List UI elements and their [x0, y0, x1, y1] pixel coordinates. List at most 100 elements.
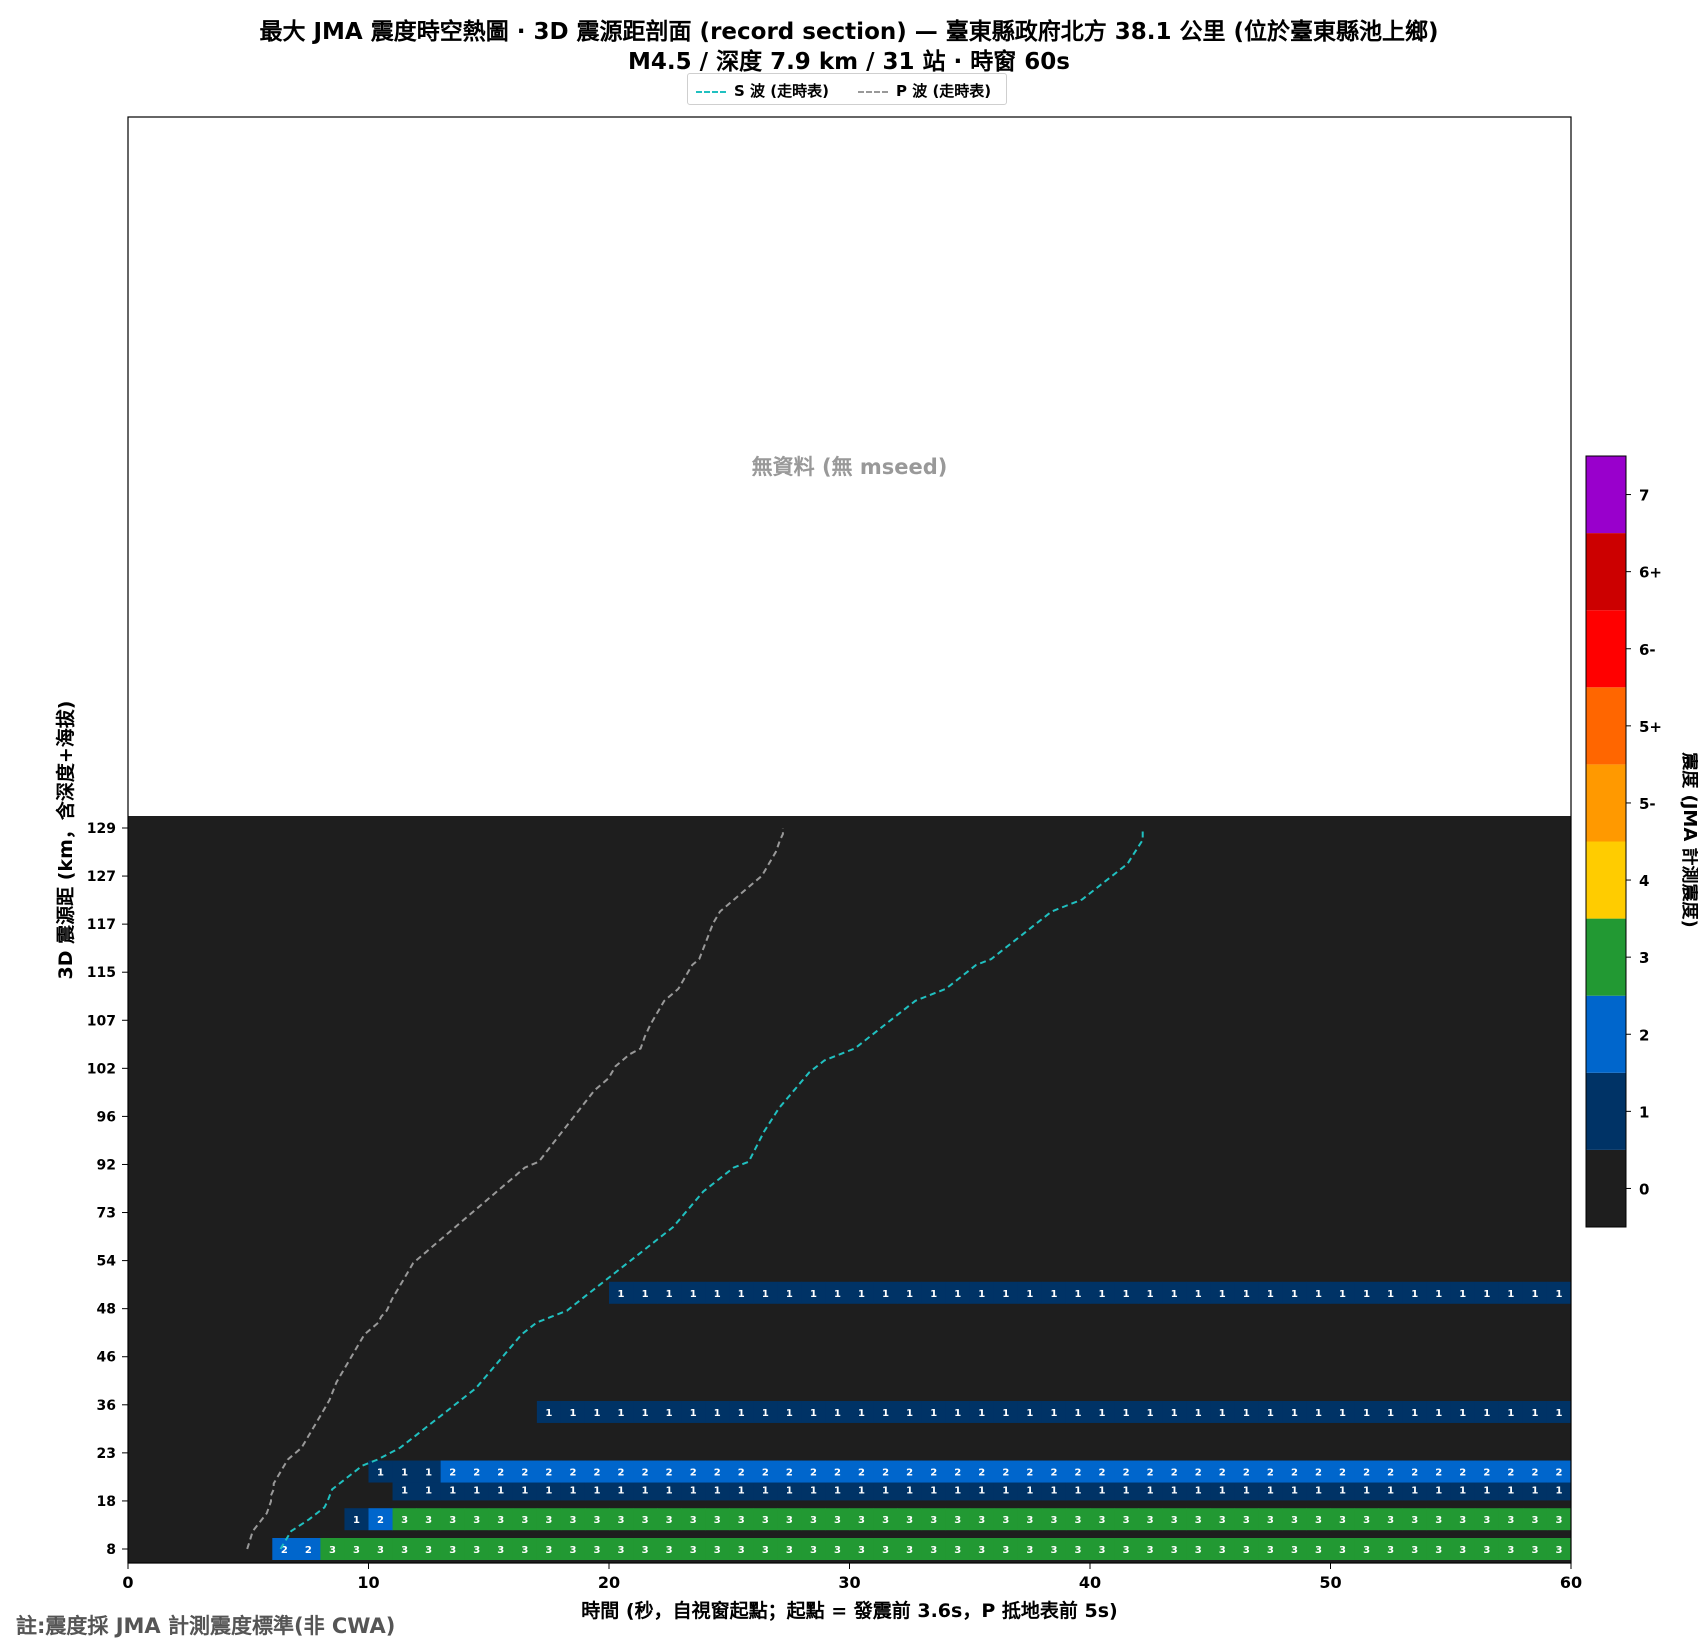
heatmap-cell [609, 1460, 634, 1483]
y-tick-label: 92 [97, 1157, 116, 1173]
cell-label: 1 [1483, 1485, 1490, 1496]
cell-label: 1 [930, 1485, 937, 1496]
heatmap-cell [1546, 1281, 1572, 1304]
cell-label: 3 [1435, 1545, 1442, 1556]
heatmap-cell [1522, 1460, 1548, 1483]
heatmap-cell [392, 1508, 417, 1531]
chart-subtitle: M4.5 / 深度 7.9 km / 31 站 · 時窗 60s [628, 49, 1070, 75]
cell-label: 1 [1123, 1408, 1130, 1419]
heatmap-cell [705, 1508, 730, 1531]
heatmap-cell [705, 1400, 730, 1423]
series-line [279, 828, 1144, 1550]
cell-label: 1 [666, 1289, 673, 1300]
heatmap-cell [801, 1460, 826, 1483]
cell-label: 1 [1050, 1485, 1057, 1496]
cell-label: 1 [1411, 1485, 1418, 1496]
heatmap-cell [536, 1508, 562, 1531]
cell-label: 1 [906, 1485, 913, 1496]
cell-label: 1 [1171, 1289, 1178, 1300]
cell-label: 2 [1147, 1468, 1154, 1479]
cell-label: 1 [690, 1485, 697, 1496]
cell-label: 1 [1291, 1485, 1298, 1496]
cell-label: 1 [1219, 1289, 1226, 1300]
heatmap-cell [1378, 1508, 1404, 1531]
cell-label: 1 [882, 1408, 889, 1419]
cell-label: 2 [1483, 1468, 1490, 1479]
y-tick-label: 18 [97, 1494, 116, 1510]
heatmap-cell [1330, 1281, 1355, 1304]
cell-label: 1 [1531, 1485, 1538, 1496]
cell-label: 1 [978, 1289, 985, 1300]
heatmap-cell [1522, 1400, 1548, 1423]
heatmap-cell [1234, 1538, 1259, 1560]
cell-label: 1 [1002, 1408, 1009, 1419]
heatmap-cell [536, 1460, 562, 1483]
heatmap-cell [1017, 1508, 1043, 1531]
cell-label: 3 [666, 1515, 673, 1526]
cell-label: 3 [810, 1515, 817, 1526]
cell-label: 3 [521, 1545, 528, 1556]
heatmap-cell [801, 1478, 826, 1501]
cell-label: 3 [978, 1515, 985, 1526]
cell-label: 2 [954, 1468, 961, 1479]
heatmap-cell [825, 1508, 850, 1531]
cell-label: 2 [738, 1468, 745, 1479]
cell-label: 2 [666, 1468, 673, 1479]
cell-label: 3 [1195, 1515, 1202, 1526]
heatmap-cell [1402, 1281, 1428, 1304]
cell-label: 3 [1074, 1545, 1081, 1556]
cell-label: 3 [449, 1545, 456, 1556]
cell-label: 1 [642, 1408, 649, 1419]
cell-label: 1 [1459, 1408, 1466, 1419]
data-region [128, 816, 1571, 1563]
heatmap-cell [1474, 1460, 1500, 1483]
cell-label: 1 [1267, 1289, 1274, 1300]
cell-label: 1 [954, 1408, 961, 1419]
heatmap-cell [440, 1538, 466, 1560]
heatmap-cell [657, 1460, 682, 1483]
cell-label: 1 [473, 1485, 480, 1496]
heatmap-cell [1522, 1508, 1548, 1531]
heatmap-cell [416, 1478, 442, 1501]
heatmap-cell [1450, 1400, 1476, 1423]
cell-label: 1 [1147, 1485, 1154, 1496]
colorbar-segment [1586, 764, 1626, 842]
heatmap-cell [1522, 1281, 1548, 1304]
cell-label: 1 [425, 1468, 432, 1479]
cell-label: 1 [666, 1485, 673, 1496]
cell-label: 2 [377, 1515, 384, 1526]
heatmap-cell [633, 1508, 658, 1531]
cell-label: 1 [642, 1485, 649, 1496]
cell-label: 2 [1099, 1468, 1106, 1479]
cell-label: 3 [1291, 1545, 1298, 1556]
heatmap-cell [1306, 1478, 1331, 1501]
heatmap-cell [1498, 1460, 1524, 1483]
cell-label: 3 [954, 1545, 961, 1556]
heatmap-cell [1210, 1281, 1235, 1304]
heatmap-cell [633, 1400, 658, 1423]
y-axis-label: 3D 震源距 (km，含深度+海拔) [54, 701, 77, 980]
cell-label: 3 [545, 1515, 552, 1526]
heatmap-cell [1306, 1460, 1331, 1483]
y-tick-label: 107 [87, 1013, 116, 1029]
heatmap-cell [1546, 1400, 1572, 1423]
heatmap-cell [440, 1508, 466, 1531]
heatmap-cell [536, 1478, 562, 1501]
cell-label: 1 [401, 1468, 408, 1479]
cell-label: 1 [1363, 1408, 1370, 1419]
heatmap-cell [1041, 1400, 1067, 1423]
heatmap-cell [777, 1400, 802, 1423]
heatmap-cell [873, 1538, 898, 1560]
heatmap-cell [1090, 1538, 1115, 1560]
heatmap-cell [753, 1538, 778, 1560]
heatmap-cell [1498, 1538, 1524, 1560]
cell-label: 3 [1459, 1545, 1466, 1556]
cell-label: 1 [1483, 1289, 1490, 1300]
cell-label: 3 [1315, 1515, 1322, 1526]
cell-label: 1 [1171, 1408, 1178, 1419]
y-tick-label: 23 [97, 1446, 116, 1462]
heatmap-cell [849, 1460, 874, 1483]
heatmap-cell [825, 1281, 850, 1304]
cell-label: 3 [906, 1515, 913, 1526]
heatmap-cell [1282, 1538, 1307, 1560]
